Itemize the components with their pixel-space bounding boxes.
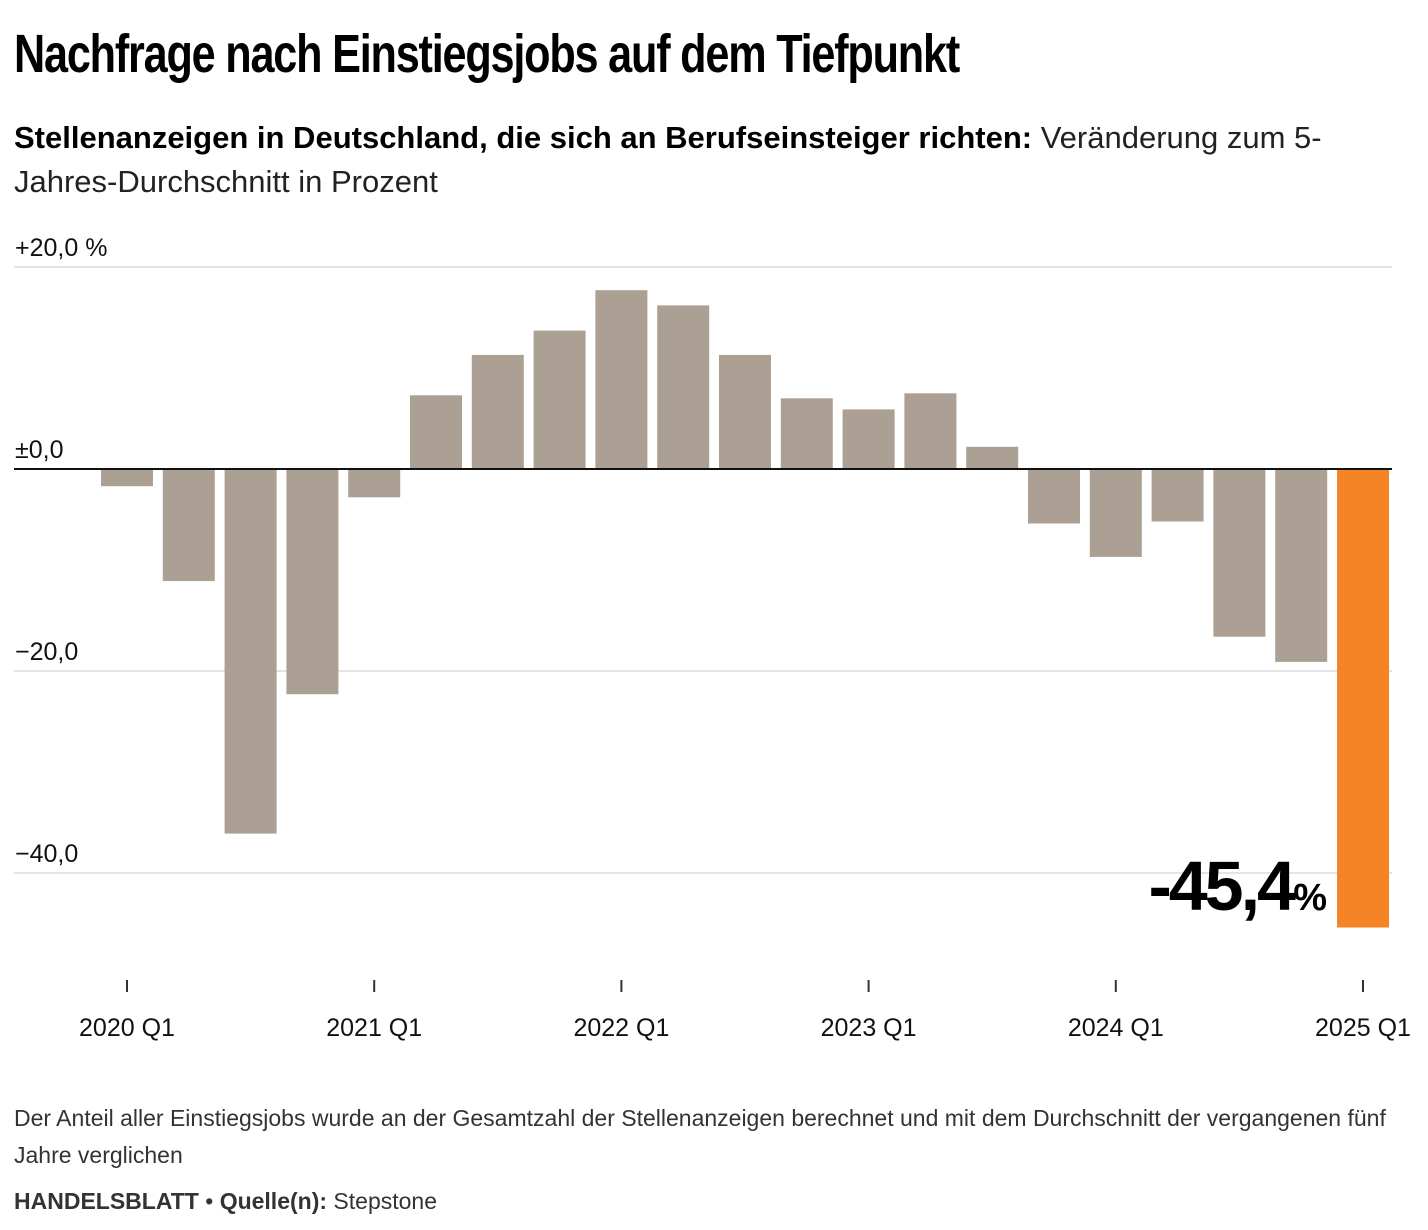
- source-label: Quelle(n):: [219, 1188, 328, 1214]
- x-tick-label: 2023 Q1: [821, 1014, 917, 1042]
- bar: [410, 395, 462, 469]
- bar: [1028, 469, 1080, 524]
- bar: [842, 409, 895, 469]
- bar: [162, 469, 215, 582]
- y-tick-label: +20,0 %: [15, 234, 107, 262]
- annotation-layer: %-45,4: [1148, 847, 1327, 925]
- bar: [595, 290, 648, 469]
- bar: [1275, 469, 1328, 662]
- bar: [1213, 469, 1266, 637]
- bar: [348, 469, 401, 498]
- x-axis: 2020 Q1 2021 Q1 2022 Q1 2023 Q1 2024 Q1 2025 …: [79, 980, 1411, 1042]
- bar: [471, 354, 524, 469]
- x-tick-label: 2021 Q1: [326, 1014, 422, 1042]
- bar: [657, 305, 710, 469]
- bar: [533, 330, 586, 469]
- bar-highlight: [1337, 469, 1389, 928]
- bar: [286, 469, 339, 695]
- bar: [1089, 469, 1142, 557]
- x-tick-label: 2020 Q1: [79, 1014, 175, 1042]
- y-tick-label: −40,0: [15, 840, 78, 868]
- subtitle-rest: Veränderung zum 5-Jahres-Durchschnitt in…: [14, 120, 1322, 199]
- bar: [719, 354, 771, 469]
- x-tick-label: 2025 Q1: [1315, 1014, 1411, 1042]
- annotation-value: -45,4: [1148, 847, 1296, 925]
- source-value: Stepstone: [327, 1188, 437, 1214]
- x-tick-label: 2022 Q1: [573, 1014, 669, 1042]
- bar: [1151, 469, 1204, 522]
- annotation-unit: %: [1293, 877, 1327, 919]
- footnote: Der Anteil aller Einstiegsjobs wurde an …: [14, 1105, 1386, 1168]
- page-title: Nachfrage nach Einstiegsjobs auf dem Tie…: [14, 24, 960, 84]
- y-tick-label: ±0,0: [15, 436, 63, 464]
- bar-layer: [101, 290, 1389, 928]
- chart-subtitle: Stellenanzeigen in Deutschland, die sich…: [14, 116, 1414, 204]
- brand-name: HANDELSBLATT: [14, 1188, 199, 1214]
- y-axis-labels: +20,0 % ±0,0 −20,0 −40,0: [15, 234, 107, 868]
- bar: [101, 469, 153, 487]
- bar: [904, 393, 957, 470]
- x-tick-label: 2024 Q1: [1068, 1014, 1164, 1042]
- bar: [780, 398, 833, 469]
- subtitle-bold: Stellenanzeigen in Deutschland, die sich…: [14, 120, 1033, 155]
- source-line: HANDELSBLATT • Quelle(n): Stepstone: [14, 1184, 437, 1218]
- bar: [224, 469, 277, 834]
- source-separator: •: [198, 1188, 220, 1214]
- y-tick-label: −20,0: [15, 638, 78, 666]
- bar-chart: +20,0 % ±0,0 −20,0 −40,0 2020 Q1 2021 Q1 2022…: [14, 234, 1411, 1042]
- bar: [966, 446, 1019, 469]
